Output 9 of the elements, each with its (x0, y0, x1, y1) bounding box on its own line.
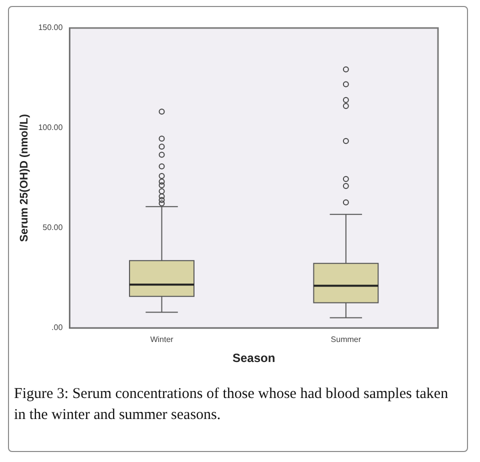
x-axis-title: Season (232, 351, 276, 366)
y-axis-title: Serum 25(OH)D (nmol/L) (18, 114, 31, 242)
x-tick-label: Summer (330, 335, 362, 344)
y-tick-label: 50.00 (42, 223, 64, 232)
y-tick-label: 100.00 (38, 123, 64, 132)
caption: Figure 3: Serum concentrations of those whose had blood samples taken in the winter and summer seasons. (14, 385, 450, 425)
y-tick-label: .00 (52, 323, 64, 332)
y-tick-label: 150.00 (38, 23, 64, 32)
x-tick-label: Winter (150, 335, 174, 344)
